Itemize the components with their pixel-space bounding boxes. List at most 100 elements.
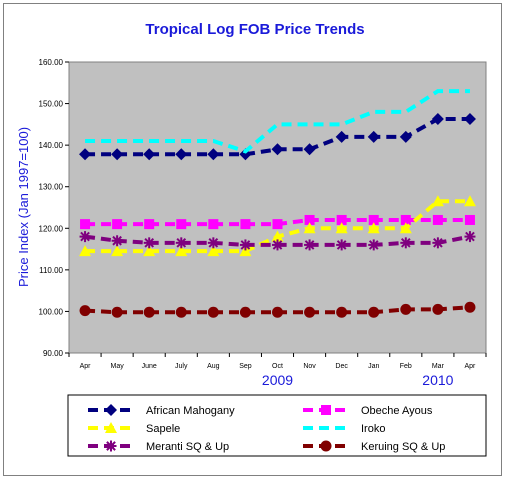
data-point (272, 239, 283, 251)
data-point (207, 148, 220, 161)
data-point (175, 148, 188, 161)
data-point (175, 245, 188, 257)
data-point (336, 239, 348, 251)
series-line (85, 89, 470, 154)
data-point (272, 219, 283, 230)
data-point (304, 239, 316, 251)
data-point (143, 306, 155, 318)
y-tick-label: 150.00 (39, 100, 64, 109)
data-point (111, 245, 124, 257)
legend-label: Iroko (361, 423, 385, 435)
data-point (432, 303, 444, 315)
data-point (112, 219, 123, 230)
x-tick-label: Nov (303, 363, 316, 370)
y-tick-label: 140.00 (39, 141, 64, 150)
data-point (175, 306, 187, 318)
y-tick-label: 120.00 (39, 224, 64, 233)
y-tick-label: 100.00 (39, 307, 64, 316)
legend-label: Obeche Ayous (361, 405, 433, 417)
data-point (432, 237, 444, 249)
data-point (367, 130, 380, 143)
legend-entry: Meranti SQ & Up (88, 440, 229, 453)
year-label: 2009 (262, 372, 293, 388)
x-tick-label: Dec (335, 363, 348, 370)
data-point (175, 237, 187, 249)
data-point (399, 130, 412, 143)
legend-entry: African Mahogany (88, 404, 235, 417)
legend-swatch-marker (321, 405, 331, 415)
data-point (400, 303, 412, 315)
series-group (79, 195, 476, 257)
legend-label: Sapele (146, 423, 180, 435)
x-tick-label: Apr (80, 363, 92, 370)
legend-entry: Obeche Ayous (303, 405, 433, 417)
data-point (432, 214, 443, 225)
data-point (79, 148, 92, 161)
data-point (239, 245, 252, 257)
data-point (304, 214, 315, 225)
data-point (143, 245, 156, 257)
data-point (240, 219, 251, 230)
x-axis-ticks: Apr May June July Aug Sep Oct Nov Dec Jan Feb Mar Ap… (68, 353, 487, 370)
x-tick-label: Apr (465, 363, 477, 370)
data-point (143, 148, 156, 161)
data-point (143, 237, 155, 249)
legend-entry: Sapele (88, 422, 180, 435)
data-point (111, 306, 123, 318)
series-group (79, 301, 476, 318)
data-point (336, 214, 347, 225)
x-tick-label: May (110, 363, 124, 370)
data-point (463, 112, 476, 125)
data-point (368, 306, 380, 318)
series-group (80, 214, 475, 230)
x-tick-label: July (175, 363, 188, 370)
series-group (85, 89, 470, 154)
legend-swatch-marker (105, 422, 117, 433)
y-tick-label: 160.00 (39, 58, 64, 67)
y-tick-label: 130.00 (39, 183, 64, 192)
legend-label: Keruing SQ & Up (361, 441, 445, 453)
data-point (79, 305, 91, 317)
y-tick-label: 110.00 (39, 266, 63, 275)
x-tick-label: Sep (239, 363, 252, 370)
data-point (304, 306, 316, 318)
data-point (335, 222, 348, 234)
legend-items: African Mahogany Obeche Ayous Sapele Iroko M… (88, 404, 445, 453)
legend-swatch-marker (105, 440, 117, 452)
year-labels: 2009 2010 (262, 372, 454, 388)
data-point (208, 219, 219, 230)
data-point (207, 245, 220, 257)
data-point (239, 239, 251, 251)
data-point (79, 231, 91, 243)
series-group (79, 231, 476, 251)
legend-entry: Keruing SQ & Up (303, 440, 445, 453)
plot-area (68, 61, 487, 354)
x-tick-label: Oct (272, 363, 283, 370)
data-point (399, 222, 412, 234)
x-tick-label: Feb (400, 363, 412, 370)
data-point (176, 219, 187, 230)
data-point (239, 306, 251, 318)
data-point (303, 222, 316, 234)
data-point (303, 143, 316, 156)
data-point (368, 239, 380, 251)
x-tick-label: Mar (432, 363, 445, 370)
data-point (80, 219, 91, 230)
x-tick-label: Jan (368, 363, 379, 370)
data-point (400, 214, 411, 225)
y-axis-label: Price Index (Jan 1997=100) (16, 127, 31, 287)
legend-swatch-marker (320, 440, 332, 452)
chart-title: Tropical Log FOB Price Trends (145, 21, 364, 38)
data-point (431, 195, 444, 207)
data-point (400, 237, 412, 249)
data-point (79, 245, 92, 257)
data-point (111, 148, 124, 161)
legend-swatch-marker (105, 404, 117, 416)
data-point (368, 214, 379, 225)
data-point (207, 237, 219, 249)
data-point (271, 143, 284, 156)
data-point (431, 112, 444, 125)
data-point (464, 301, 476, 313)
y-tick-label: 90.00 (43, 349, 64, 358)
